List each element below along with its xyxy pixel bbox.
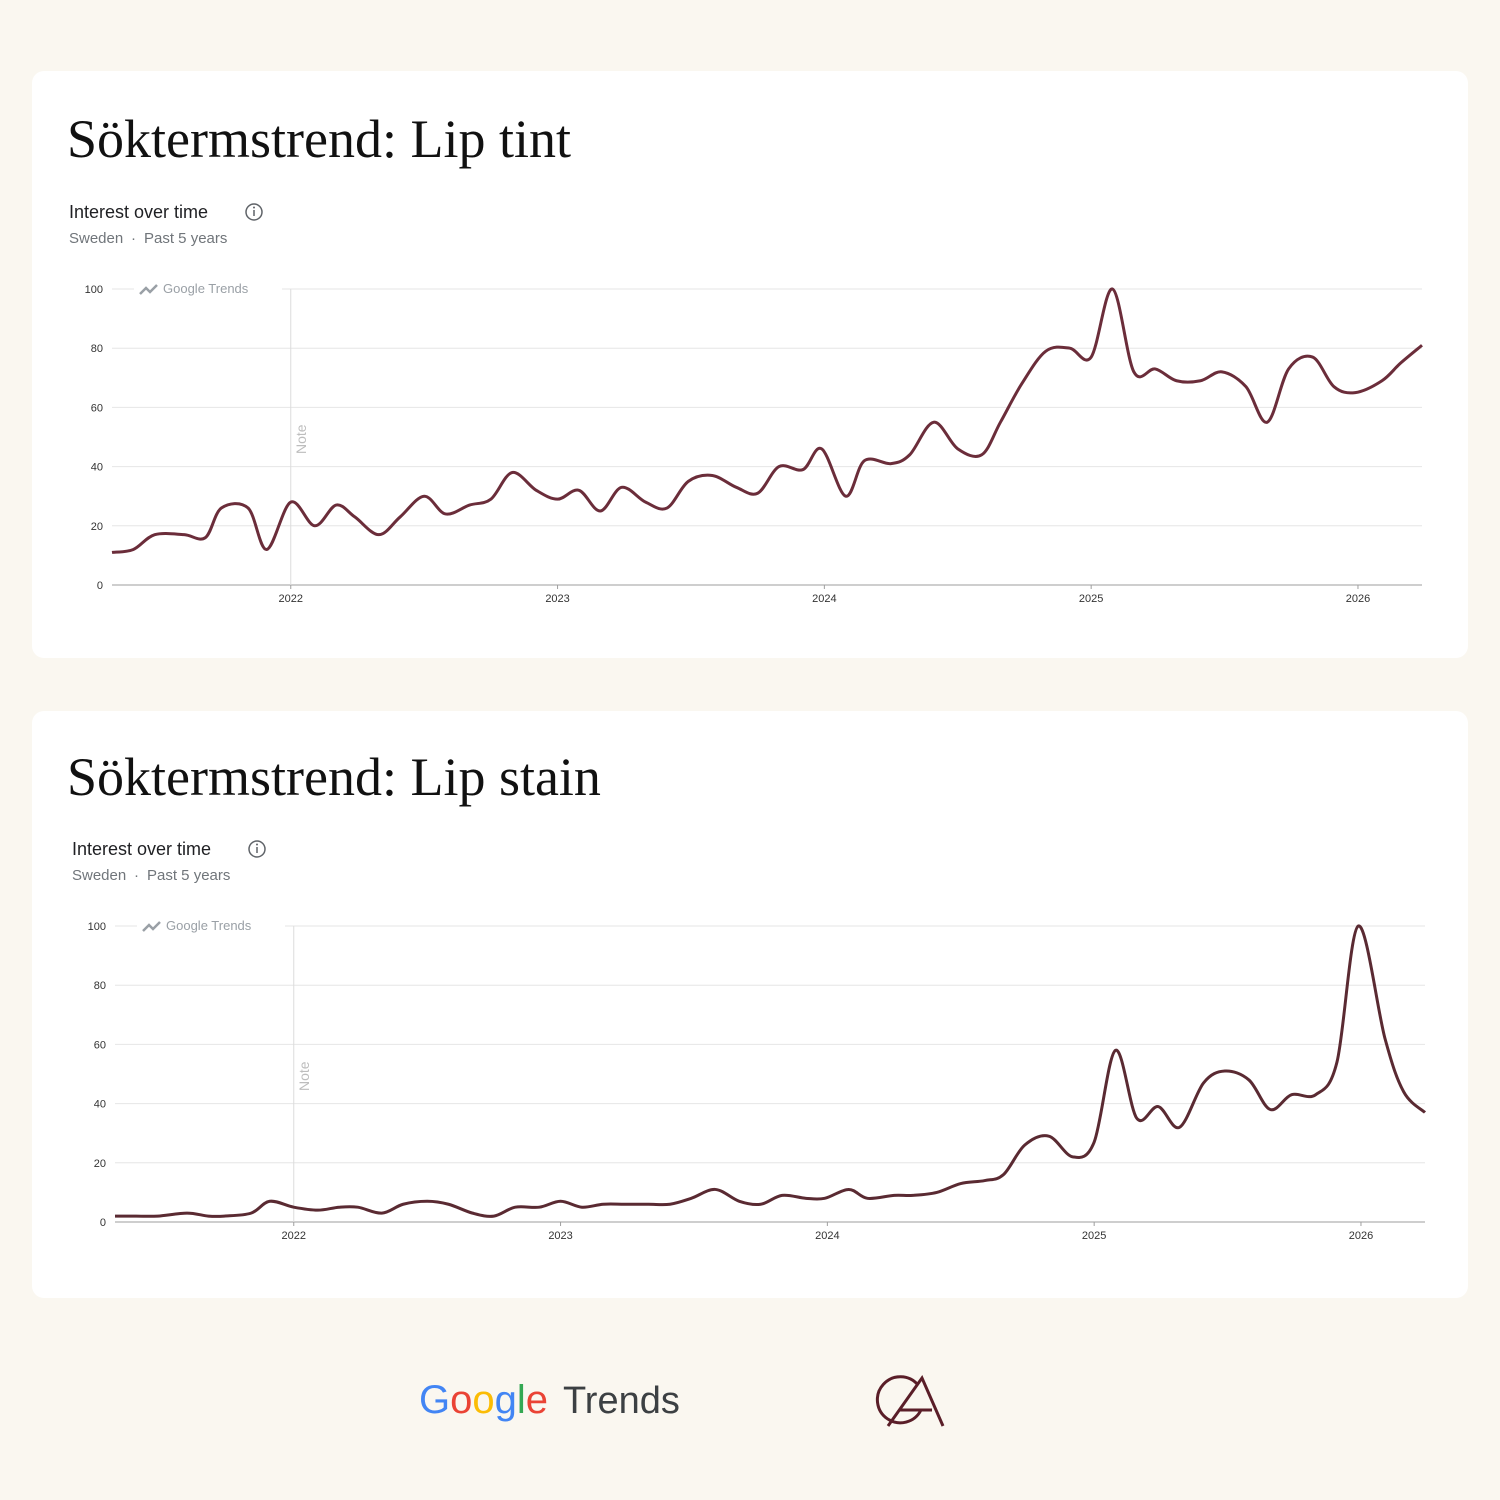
note-label: Note [296,1061,312,1091]
watermark: Google Trends [166,918,252,933]
footer-brand: Google [419,1378,548,1422]
watermark: Google Trends [163,281,249,296]
x-tick-label: 2023 [548,1230,572,1242]
card [32,71,1468,658]
watermark-bg [134,280,282,298]
period: Past 5 years [144,230,227,247]
separator: · [134,867,139,884]
info-icon-dot [253,206,255,209]
y-tick-label: 100 [88,921,106,933]
x-tick-label: 2023 [545,593,569,605]
y-tick-label: 80 [94,980,106,992]
watermark-icon [139,284,158,295]
y-tick-label: 40 [91,462,103,474]
chart-title: Söktermstrend: Lip stain [67,747,601,807]
subtitle: Interest over time [69,202,208,222]
separator: · [131,230,136,247]
region: Sweden [72,867,126,884]
agency-logo [875,1374,945,1427]
x-tick-label: 2025 [1082,1230,1106,1242]
x-tick-label: 2022 [282,1230,306,1242]
x-tick-label: 2026 [1349,1230,1373,1242]
x-tick-label: 2024 [812,593,836,605]
y-tick-label: 60 [91,402,103,414]
trend-line [114,924,1427,1218]
info-icon [245,203,263,221]
period: Past 5 years [147,867,230,884]
y-tick-label: 20 [91,521,103,533]
chart-title: Söktermstrend: Lip tint [67,109,571,169]
x-tick-label: 2024 [815,1230,839,1242]
footer-product: Trends [563,1380,680,1422]
y-tick-label: 80 [91,343,103,355]
y-tick-label: 0 [97,580,103,592]
logo-a [886,1374,945,1427]
logo-g [875,1375,924,1425]
x-tick-label: 2022 [279,593,303,605]
card [32,711,1468,1298]
subtitle: Interest over time [72,839,211,859]
y-tick-label: 100 [85,284,103,296]
watermark-bg [137,917,285,935]
info-icon-dot [256,843,258,846]
y-tick-label: 60 [94,1039,106,1051]
y-tick-label: 0 [100,1217,106,1229]
y-tick-label: 20 [94,1158,106,1170]
trend-line [111,287,1423,554]
region: Sweden [69,230,123,247]
info-icon [248,840,266,858]
note-label: Note [293,424,309,454]
x-tick-label: 2026 [1346,593,1370,605]
y-tick-label: 40 [94,1099,106,1111]
x-tick-label: 2025 [1079,593,1103,605]
watermark-icon [142,921,161,932]
